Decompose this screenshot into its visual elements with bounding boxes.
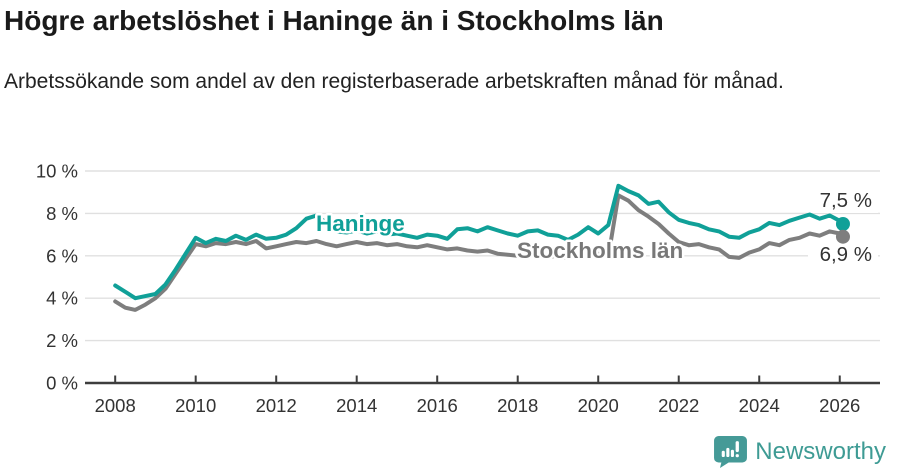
- line-chart: 2008 2010 2012 2014 2016 2018 2020 2022 2024 2026…: [36, 161, 880, 416]
- x-tick-label: 2014: [336, 395, 377, 416]
- series-label-stockholm: Stockholms län: [517, 238, 683, 263]
- newsworthy-wordmark: Newsworthy: [755, 438, 886, 465]
- page-title: Högre arbetslöshet i Haninge än i Stockh…: [4, 5, 664, 36]
- x-tick-label: 2020: [578, 395, 619, 416]
- series-label-haninge: Haninge: [316, 211, 405, 236]
- x-tick-label: 2018: [497, 395, 538, 416]
- series-line-stockholm: [113, 193, 845, 312]
- end-value-label: 6,9 %: [820, 243, 872, 266]
- value-label-mask: [808, 186, 878, 213]
- y-tick-label: 6 %: [46, 245, 78, 266]
- series-line-haninge: [113, 183, 845, 301]
- series-end-dot-haninge: [835, 217, 850, 231]
- x-tick-label: 2012: [256, 395, 297, 416]
- value-label-mask: [808, 241, 878, 268]
- x-tick-label: 2016: [417, 395, 458, 416]
- y-tick-label: 2 %: [46, 330, 78, 351]
- x-tick-label: 2026: [819, 395, 860, 416]
- y-tick-label: 4 %: [46, 288, 78, 309]
- series-end-dot-stockholm: [835, 229, 850, 244]
- chart-subtitle: Arbetssökande som andel av den registerb…: [4, 70, 784, 93]
- y-tick-label: 8 %: [46, 203, 78, 224]
- brand-footer: Newsworthy: [714, 434, 886, 470]
- x-tick-label: 2010: [175, 395, 216, 416]
- x-tick-label: 2024: [739, 395, 780, 416]
- x-tick-label: 2022: [658, 395, 699, 416]
- newsworthy-logo-icon: [714, 436, 748, 468]
- y-tick-label: 0 %: [46, 373, 78, 394]
- end-value-label: 7,5 %: [820, 189, 872, 212]
- y-tick-label: 10 %: [36, 161, 78, 182]
- x-tick-label: 2008: [95, 395, 136, 416]
